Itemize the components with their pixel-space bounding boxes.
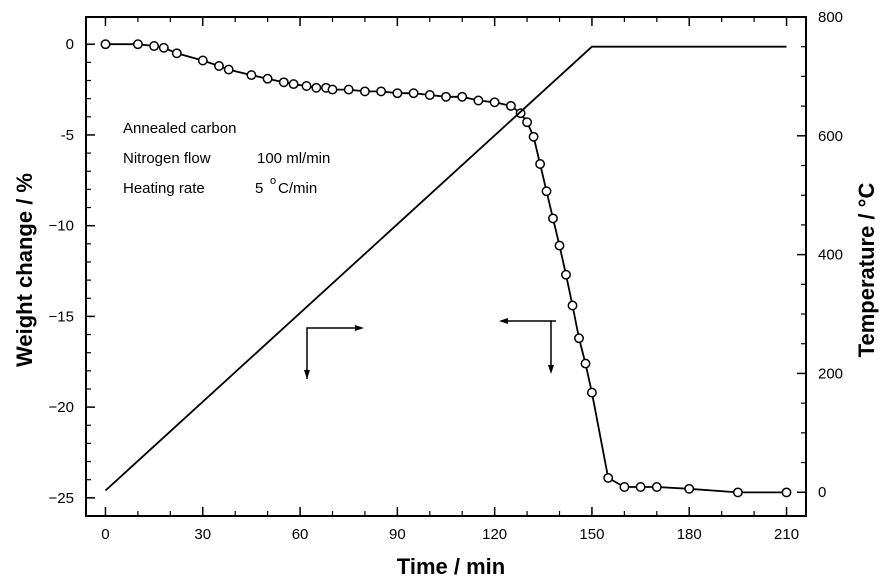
y-left-tick-label: −25: [49, 490, 74, 507]
weight-change-point: [311, 82, 322, 93]
left-axis-arrow-stem: [550, 320, 556, 368]
weight-change-point: [651, 482, 662, 492]
weight-change-point: [548, 213, 558, 224]
weight-change-point: [223, 64, 234, 75]
weight-change-point: [732, 487, 743, 498]
annotation-rate-label: Heating rate: [123, 180, 205, 197]
weight-change-point: [535, 159, 546, 169]
weight-change-point: [376, 86, 387, 97]
arrow-head: [499, 318, 508, 324]
weight-change-point: [149, 41, 160, 51]
weight-change-point: [359, 86, 370, 97]
arrow-head: [548, 365, 554, 374]
y-left-tick-label: −20: [49, 399, 74, 416]
weight-change-point: [574, 333, 584, 344]
weight-change-line: [105, 43, 787, 494]
y-axis-right-title: Temperature / °C: [854, 183, 879, 358]
weight-change-point: [522, 117, 533, 128]
y-left-tick-label: -5: [61, 127, 74, 144]
right-axis-arrow: [306, 327, 357, 379]
annotation-block: Annealed carbon Nitrogen flow 100 ml/min…: [123, 120, 330, 197]
x-tick-label: 60: [292, 526, 309, 543]
weight-change-point: [781, 487, 792, 498]
weight-change-point: [603, 472, 614, 483]
weight-change-point: [408, 88, 419, 99]
series-layer: [100, 39, 792, 498]
weight-change-point: [392, 88, 403, 99]
weight-change-point: [554, 240, 565, 251]
axis-tick-labels: 0 30 60 90 120 150 180 210 0 -5 −10 −15 −20 −25 0 200 40…: [49, 9, 843, 543]
temperature-line: [104, 45, 787, 492]
weight-change-point: [158, 42, 169, 53]
weight-change-point: [288, 79, 299, 90]
weight-change-point: [214, 61, 224, 71]
weight-change-point: [515, 108, 526, 119]
weight-change-point: [684, 483, 695, 494]
x-tick-label: 0: [101, 526, 109, 543]
weight-change-point: [262, 73, 273, 84]
annotation-rate-degree: o: [270, 175, 276, 187]
weight-change-point: [561, 269, 571, 280]
plot-border: [85, 16, 807, 517]
x-tick-label: 120: [482, 526, 507, 543]
arrow-head: [355, 325, 364, 331]
weight-change-point: [278, 77, 289, 88]
weight-change-point: [246, 70, 257, 81]
x-tick-label: 30: [194, 526, 211, 543]
weight-change-point: [473, 95, 484, 106]
weight-change-point: [505, 100, 516, 111]
weight-change-point: [327, 84, 338, 95]
y-right-tick-label: 600: [818, 128, 843, 145]
x-tick-label: 150: [579, 526, 604, 543]
x-tick-label: 210: [774, 526, 799, 543]
weight-change-point: [424, 90, 435, 100]
annotation-rate-unit: C/min: [278, 180, 317, 197]
annotation-sample: Annealed carbon: [123, 120, 236, 137]
weight-change-point: [100, 39, 111, 50]
weight-change-point: [567, 300, 578, 311]
axis-ticks: [86, 16, 806, 516]
y-left-tick-label: −15: [49, 308, 74, 325]
weight-change-point: [441, 91, 451, 102]
annotation-rate-number: 5: [255, 180, 263, 197]
weight-change-point: [586, 387, 597, 398]
y-axis-left-title: Weight change / %: [12, 173, 37, 367]
axis-indicator-arrows: [304, 318, 556, 379]
weight-change-point: [301, 81, 312, 91]
y-left-tick-label: −10: [49, 218, 74, 235]
weight-change-point: [343, 84, 354, 95]
weight-change-point: [132, 39, 143, 50]
y-right-tick-label: 0: [818, 484, 826, 501]
plot-frame: [85, 16, 807, 517]
weight-change-point: [619, 482, 630, 492]
weight-change-point: [580, 358, 591, 369]
x-tick-label: 90: [389, 526, 406, 543]
y-left-tick-label: 0: [66, 36, 74, 53]
arrow-head: [304, 370, 310, 379]
y-right-tick-label: 800: [818, 9, 843, 26]
y-right-tick-label: 200: [818, 365, 843, 382]
annotation-flow-label: Nitrogen flow: [123, 150, 211, 167]
annotation-flow-value: 100 ml/min: [257, 150, 330, 167]
weight-change-point: [541, 186, 552, 197]
weight-change-point: [197, 55, 208, 66]
weight-change-point: [489, 97, 500, 108]
weight-change-point: [528, 131, 539, 142]
weight-change-point: [457, 91, 468, 102]
weight-change-point: [635, 482, 646, 492]
weight-change-point: [171, 48, 182, 59]
y-right-tick-label: 400: [818, 247, 843, 264]
x-axis-title: Time / min: [397, 554, 505, 579]
x-tick-label: 180: [677, 526, 702, 543]
